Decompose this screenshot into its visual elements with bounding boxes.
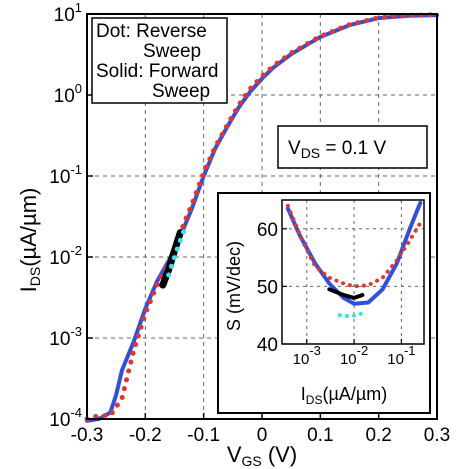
main-series-3 <box>166 222 189 278</box>
inset-plot-frame <box>281 199 425 345</box>
vds-annotation: VDS = 0.1 V <box>277 125 428 169</box>
inset-x-axis-label: IDS(µA/µm) <box>301 384 387 407</box>
x-tick-label: -0.3 <box>71 425 104 446</box>
y-tick-label: 10-3 <box>49 324 82 350</box>
inset-series-1 <box>285 203 423 289</box>
legend-line-3: Solid: Forward <box>96 61 219 82</box>
y-tick-label: 100 <box>54 81 82 107</box>
legend-line-1: Dot: Reverse <box>96 21 207 42</box>
legend-line-2: Sweep <box>143 41 201 62</box>
y-tick-label: 10-4 <box>49 405 82 431</box>
legend-line-4: Sweep <box>152 81 210 102</box>
main-series-1 <box>84 12 440 422</box>
x-axis-label: VGS (V) <box>227 442 297 469</box>
inset-ticks: 10-3 10-2 10-1 40 50 60 <box>257 220 416 368</box>
x-tick-label: -0.2 <box>129 425 162 446</box>
main-series-0 <box>85 13 439 423</box>
y-tick-label: 10-1 <box>49 162 82 188</box>
legend-frame <box>91 17 228 104</box>
legend-box: Dot: Reverse Sweep Solid: Forward Sweep <box>91 17 228 104</box>
inset-series-2 <box>327 287 365 300</box>
main-series-2 <box>159 229 184 289</box>
y-tick-label: 101 <box>54 0 82 26</box>
inset-series-0 <box>285 200 423 306</box>
inset-series <box>285 200 423 319</box>
inset-y-tick-label: 40 <box>257 335 278 356</box>
inset-x-tick-label: 10-3 <box>293 343 321 368</box>
y-axis-label: IDS(µA/µm) <box>16 188 43 293</box>
inset-y-axis-label: S (mV/dec) <box>224 241 244 331</box>
x-tick-label: 0.3 <box>424 425 450 446</box>
x-tick-label: 0.1 <box>307 425 333 446</box>
inset-x-tick-label: 10-1 <box>387 343 415 368</box>
inset-y-tick-label: 60 <box>257 220 278 241</box>
inset-x-tick-label: 10-2 <box>340 343 368 368</box>
x-tick-label: 0.2 <box>365 425 391 446</box>
inset-chart: 10-3 10-2 10-1 40 50 60 S (mV/dec) IDS(µA/µm) <box>217 192 431 414</box>
x-tick-label: -0.1 <box>187 425 220 446</box>
main-ticks: -0.3 -0.2 -0.1 0 0.1 0.2 0.310-410-310-210-110… <box>49 0 450 446</box>
inset-frame <box>217 192 431 414</box>
y-tick-label: 10-2 <box>49 243 82 269</box>
annotation-text: VDS = 0.1 V <box>288 138 386 161</box>
x-tick-label: 0 <box>257 425 268 446</box>
inset-series-3 <box>337 310 366 319</box>
main-series <box>84 12 440 423</box>
inset-y-tick-label: 50 <box>257 277 278 298</box>
annotation-frame <box>277 125 428 169</box>
